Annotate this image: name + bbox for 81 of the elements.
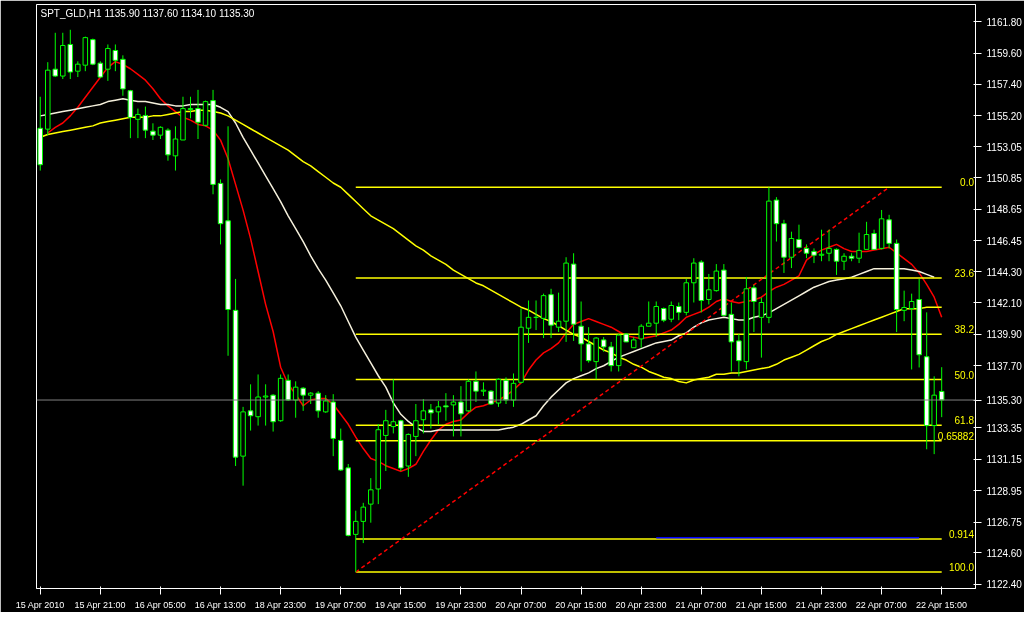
y-tick-label: 1137.70: [986, 360, 1023, 372]
candlestick: [142, 106, 149, 139]
candlestick: [503, 376, 509, 405]
x-tick-label: 18 Apr 23:00: [254, 599, 306, 610]
y-tick-label: 1157.40: [986, 79, 1023, 91]
x-tick-label: 20 Apr 07:00: [495, 599, 547, 610]
candlestick: [135, 108, 141, 139]
candlestick: [195, 89, 201, 140]
y-tick-label: 1148.65: [986, 204, 1023, 216]
x-tick-label: 15 Apr 2010: [15, 599, 65, 610]
series-label: 100.0: [948, 562, 975, 574]
candlestick: [826, 229, 832, 262]
candlestick: [608, 341, 614, 372]
candlestick: [368, 477, 374, 524]
candlestick: [420, 398, 427, 434]
candlestick: [413, 403, 419, 457]
y-tick-label: 1139.90: [986, 329, 1023, 341]
y-tick-label: 1161.80: [986, 16, 1023, 28]
candlestick: [938, 366, 945, 418]
series-label: 0.65882: [937, 430, 975, 442]
x-tick-label: 20 Apr 23:00: [615, 599, 667, 610]
candlestick: [653, 301, 659, 338]
x-tick-label: 22 Apr 15:00: [915, 599, 967, 610]
candlestick: [555, 292, 562, 333]
y-tick-label: 1126.75: [986, 517, 1023, 529]
y-tick-label: 1146.45: [986, 235, 1023, 247]
candlestick: [856, 232, 862, 264]
candlestick: [247, 383, 254, 432]
series-label: 0.914: [948, 528, 975, 540]
candlestick: [811, 247, 817, 264]
series-label: 50.0: [954, 369, 975, 381]
series-label: 38.2: [954, 324, 975, 336]
ref-line-label: 1135.30: [986, 395, 1023, 407]
candlestick: [758, 297, 765, 359]
y-tick-label: 1144.30: [986, 266, 1023, 278]
y-tick-label: 1133.35: [986, 422, 1023, 434]
chart-title: SPT_GLD,H1 1135.90 1137.60 1134.10 1135.30: [40, 7, 255, 19]
candlestick: [172, 125, 179, 172]
x-tick-label: 21 Apr 23:00: [795, 599, 847, 610]
candlestick: [751, 284, 757, 333]
x-tick-label: 21 Apr 07:00: [675, 599, 727, 610]
candlestick: [788, 231, 795, 269]
x-tick-label: 16 Apr 05:00: [134, 599, 186, 610]
series-label: 0.0: [960, 177, 975, 189]
series-label: 61.8: [954, 415, 975, 427]
y-tick-label: 1153.05: [986, 141, 1023, 153]
candlestick: [525, 300, 532, 344]
series-label: 23.6: [954, 268, 975, 280]
candlestick: [540, 293, 547, 339]
x-tick-label: 19 Apr 15:00: [375, 599, 427, 610]
candlestick: [473, 370, 479, 403]
candlestick: [578, 301, 584, 372]
x-tick-label: 19 Apr 07:00: [314, 599, 367, 610]
y-tick-label: 1159.60: [986, 48, 1023, 60]
x-tick-label: 22 Apr 07:00: [855, 599, 907, 610]
candlestick: [818, 229, 825, 262]
x-tick-label: 15 Apr 21:00: [74, 599, 126, 610]
candlestick: [833, 247, 840, 276]
x-tick-label: 20 Apr 15:00: [555, 599, 607, 610]
candlestick: [255, 373, 261, 427]
candlestick: [871, 229, 877, 250]
candlestick: [458, 385, 464, 437]
candlestick: [645, 301, 652, 327]
y-tick-label: 1155.20: [986, 110, 1023, 122]
candlestick: [150, 122, 156, 141]
y-tick-label: 1150.85: [986, 172, 1023, 184]
candlestick: [187, 96, 194, 119]
candlestick: [773, 196, 780, 243]
candlestick: [841, 252, 847, 271]
y-tick-label: 1128.95: [986, 485, 1023, 497]
x-tick-label: 19 Apr 23:00: [435, 599, 487, 610]
x-tick-label: 21 Apr 15:00: [735, 599, 787, 610]
candlestick: [450, 394, 457, 437]
y-tick-label: 1124.60: [986, 547, 1023, 559]
candlestick: [863, 221, 870, 250]
y-tick-label: 1131.15: [986, 454, 1023, 466]
candlestick: [443, 392, 449, 422]
y-tick-label: 1142.10: [986, 297, 1023, 309]
x-tick-label: 16 Apr 13:00: [194, 599, 246, 610]
candlestick: [638, 323, 644, 349]
y-tick-label: 1122.40: [986, 579, 1023, 591]
